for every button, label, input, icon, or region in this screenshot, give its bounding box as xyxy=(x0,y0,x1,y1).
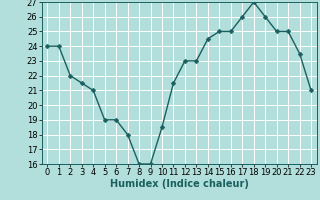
X-axis label: Humidex (Indice chaleur): Humidex (Indice chaleur) xyxy=(110,179,249,189)
